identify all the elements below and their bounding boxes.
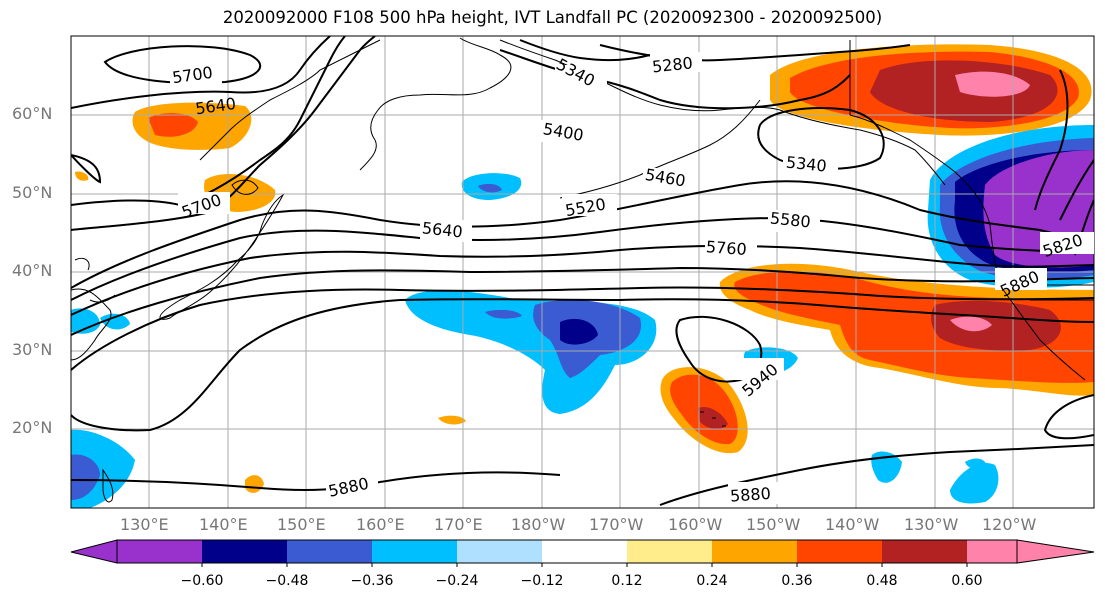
- lat-label: 20°N: [12, 418, 53, 437]
- map-title: 2020092000 F108 500 hPa height, IVT Land…: [222, 8, 883, 27]
- colorbar-tick-label: 0.12: [611, 573, 643, 589]
- colorbar-tick-label: −0.24: [435, 573, 479, 589]
- colorbar-tick-label: 0.60: [951, 573, 983, 589]
- colorbar: [70, 539, 1095, 567]
- lon-label: 150°W: [746, 515, 801, 534]
- lon-label: 120°W: [982, 515, 1037, 534]
- lon-label: 160°E: [356, 515, 405, 534]
- lat-label: 50°N: [12, 183, 53, 202]
- lon-label: 170°E: [434, 515, 483, 534]
- lon-label: 140°W: [825, 515, 880, 534]
- contour-label: 5280: [651, 53, 693, 76]
- colorbar-tick-label: 0.48: [866, 573, 898, 589]
- colorbar-lower-extend: [70, 539, 118, 564]
- colorbar-tick-label: −0.12: [520, 573, 564, 589]
- contour-label: 5640: [421, 218, 463, 241]
- lat-label: 30°N: [12, 340, 53, 359]
- colorbar-tick-label: −0.36: [350, 573, 394, 589]
- contour-label: 5760: [705, 237, 747, 259]
- colorbar-tick-label: 0.24: [696, 573, 728, 589]
- lon-label: 130°E: [120, 515, 169, 534]
- colorbar-upper-extend: [1016, 539, 1095, 564]
- lon-label: 150°E: [277, 515, 326, 534]
- contour-label: 5880: [729, 484, 771, 506]
- colorbar-tick-label: −0.60: [180, 573, 224, 589]
- lat-label: 40°N: [12, 261, 53, 280]
- lon-label: 160°W: [668, 515, 723, 534]
- colorbar-tick-label: 0.36: [781, 573, 813, 589]
- map-frame: [70, 35, 1095, 509]
- contour-label: 5580: [769, 208, 811, 231]
- contour-label: 5340: [785, 153, 827, 176]
- lon-label: 130°W: [904, 515, 959, 534]
- lon-label: 140°E: [199, 515, 248, 534]
- lon-label: 170°W: [589, 515, 644, 534]
- colorbar-tick-label: −0.48: [265, 573, 309, 589]
- contour-labels: 5700 5640 5700 5340 5280 5400 5340 5460 …: [170, 52, 1094, 506]
- lon-label: 180°W: [511, 515, 566, 534]
- lat-label: 60°N: [12, 104, 53, 123]
